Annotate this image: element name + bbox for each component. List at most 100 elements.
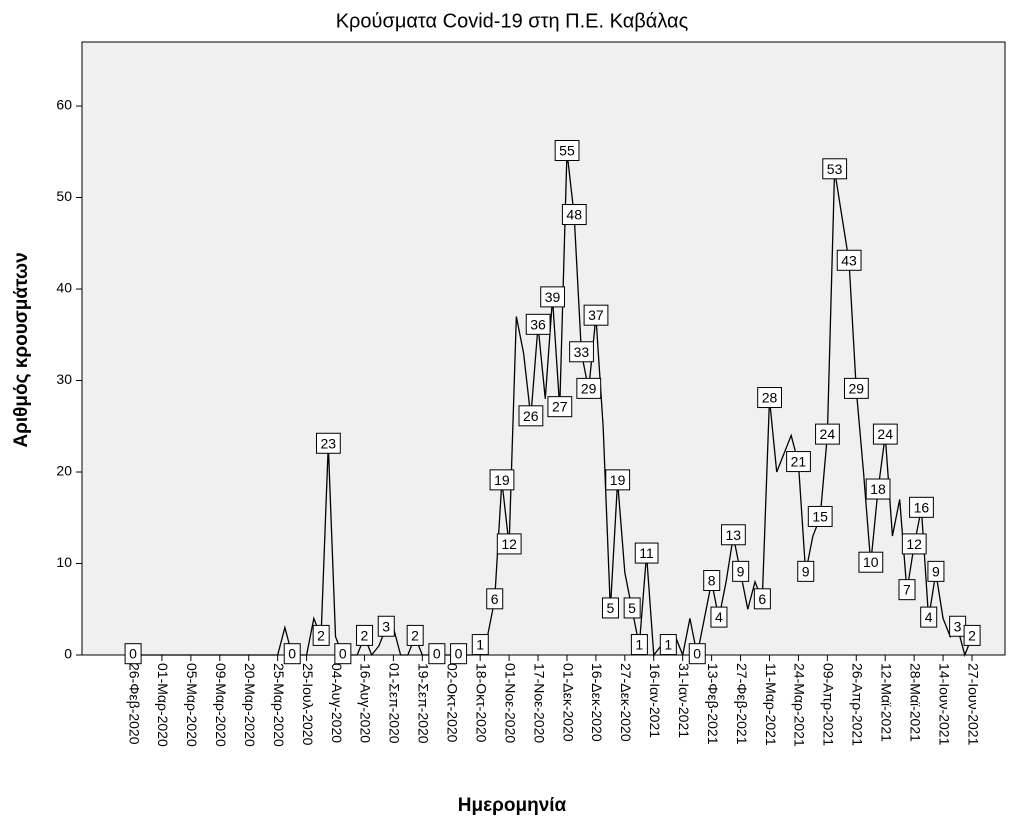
data-label-box [927, 560, 945, 582]
data-label: 43 [841, 252, 857, 268]
x-tick-label: 27-Ιουν-2021 [965, 663, 981, 746]
data-label: 0 [288, 646, 296, 662]
data-label: 55 [559, 142, 575, 158]
data-label: 9 [932, 563, 940, 579]
data-label: 12 [501, 536, 517, 552]
data-label: 53 [827, 161, 843, 177]
x-tick-label: 16-Ιαν-2021 [647, 663, 663, 738]
data-label: 11 [639, 545, 654, 561]
data-label-box [561, 204, 587, 226]
data-label: 18 [870, 481, 886, 497]
data-label-box [450, 643, 468, 665]
chart-title: Κρούσματα Covid-19 στη Π.Ε. Καβάλας [336, 10, 689, 32]
data-label-box [836, 249, 862, 271]
x-tick-label: 27-Φεβ-2021 [734, 663, 750, 745]
data-label-box [601, 597, 619, 619]
data-label: 1 [635, 637, 643, 653]
x-tick-label: 09-Μαρ-2020 [213, 663, 229, 747]
data-label-box [753, 588, 771, 610]
data-label-box [865, 478, 891, 500]
y-tick-label: 20 [56, 463, 72, 479]
data-label: 36 [530, 316, 546, 332]
data-label-box [630, 634, 648, 656]
data-label: 6 [491, 591, 499, 607]
data-label: 0 [129, 646, 137, 662]
data-label: 10 [863, 554, 879, 570]
data-label-box [377, 615, 395, 637]
y-axis-label: Αριθμός κρουσμάτων [11, 252, 32, 447]
data-label: 2 [317, 627, 325, 643]
y-tick-label: 0 [64, 646, 72, 662]
x-tick-label: 28-Μαϊ-2021 [907, 663, 923, 742]
data-label: 1 [476, 637, 484, 653]
data-label-box [963, 624, 981, 646]
x-tick-label: 25-Μαρ-2020 [271, 663, 287, 747]
data-label: 2 [361, 627, 369, 643]
data-label-box [554, 139, 580, 161]
data-label-box [815, 423, 840, 445]
data-label: 48 [566, 207, 582, 223]
data-label-box [406, 624, 424, 646]
data-label: 4 [715, 609, 723, 625]
data-label-box [486, 588, 504, 610]
x-tick-label: 11-Μαρ-2021 [763, 663, 779, 746]
data-label-box [703, 570, 721, 592]
data-label-box [356, 624, 374, 646]
data-label: 9 [737, 563, 745, 579]
data-label: 6 [758, 591, 766, 607]
x-tick-label: 01-Νοε-2020 [502, 663, 518, 743]
data-label: 7 [903, 582, 911, 598]
data-label-box [547, 396, 573, 418]
data-label-box [471, 634, 489, 656]
data-label: 27 [552, 399, 568, 415]
data-label-box [283, 643, 301, 665]
data-label-box [623, 597, 641, 619]
data-label-box [496, 533, 522, 555]
plot-area [81, 41, 1006, 656]
data-label-box [920, 606, 938, 628]
data-label: 28 [762, 390, 778, 406]
x-tick-label: 04-Αυγ-2020 [329, 663, 345, 743]
x-tick-label: 17-Νοε-2020 [531, 663, 547, 743]
x-tick-label: 01-Μαρ-2020 [155, 663, 171, 747]
x-tick-label: 27-Δεκ-2020 [618, 663, 634, 742]
data-label: 2 [411, 627, 419, 643]
x-tick-label: 16-Δεκ-2020 [589, 663, 605, 742]
data-label-box [489, 469, 515, 491]
x-tick-label: 13-Φεβ-2021 [705, 663, 721, 745]
data-label-box [858, 551, 884, 573]
data-label: 26 [523, 408, 539, 424]
data-label: 9 [802, 563, 810, 579]
x-tick-label: 18-Οκτ-2020 [473, 663, 489, 743]
data-label: 29 [581, 380, 597, 396]
data-label: 21 [791, 454, 807, 470]
y-tick-label: 60 [56, 97, 72, 113]
data-label: 23 [320, 435, 336, 451]
x-tick-label: 20-Μαρ-2020 [242, 663, 258, 747]
data-label: 5 [628, 600, 636, 616]
y-tick-label: 10 [56, 554, 72, 570]
data-label-box [901, 533, 927, 555]
data-label: 16 [914, 499, 930, 515]
y-tick-label: 50 [56, 188, 72, 204]
x-tick-label: 09-Απρ-2021 [821, 663, 837, 746]
data-label-box [659, 634, 677, 656]
y-tick-label: 30 [56, 371, 72, 387]
data-label: 15 [812, 508, 828, 524]
data-label: 8 [708, 573, 716, 589]
x-tick-label: 01-Σεπ-2020 [387, 663, 403, 744]
data-label: 39 [545, 289, 561, 305]
data-label: 29 [848, 380, 864, 396]
data-label: 0 [339, 646, 347, 662]
data-label-box [757, 387, 782, 409]
data-label: 0 [693, 646, 701, 662]
data-label-box [710, 606, 728, 628]
data-label-box [822, 158, 848, 180]
data-label-box [525, 313, 551, 335]
x-tick-label: 25-Ιουλ-2020 [300, 663, 316, 746]
data-label-box [583, 304, 609, 326]
x-tick-label: 26-Απρ-2021 [850, 663, 866, 746]
data-label-box [124, 643, 142, 665]
data-label: 5 [606, 600, 614, 616]
